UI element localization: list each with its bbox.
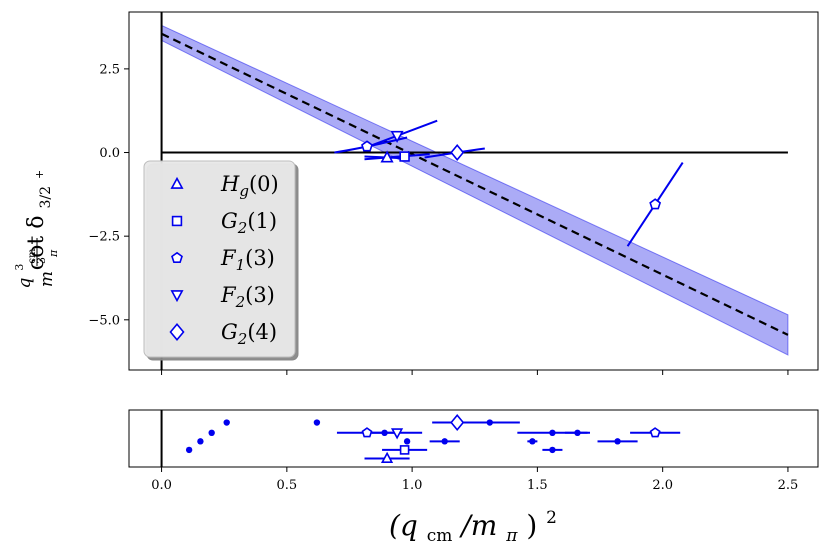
legend-marker-triangle-up bbox=[170, 176, 184, 189]
x-axis-label: (q cm /m π ) 2 bbox=[389, 508, 557, 548]
y-tick-label: 2.5 bbox=[99, 62, 120, 77]
legend-label-argument: (3) bbox=[245, 283, 275, 307]
legend-box bbox=[143, 160, 296, 358]
y-axis-ticks: 2.5 0.0 −2.5 −5.0 bbox=[88, 62, 129, 328]
legend-label-argument: (3) bbox=[245, 246, 275, 270]
y-tick-label: −2.5 bbox=[88, 230, 120, 245]
strip-dot bbox=[197, 438, 204, 445]
x-tick-label: 2.5 bbox=[778, 478, 799, 493]
legend-label-argument: (4) bbox=[247, 320, 277, 344]
legend-marker-diamond bbox=[169, 322, 185, 342]
strip-dot bbox=[549, 429, 556, 436]
data-point-triangle-down bbox=[390, 130, 404, 143]
x-tick-label: 1.5 bbox=[527, 478, 548, 493]
main-plot: 2.50.0−2.5−5.0 q 3 cm m 3 π cot δ 3/2 + … bbox=[4, 11, 819, 375]
strip-dot bbox=[381, 429, 388, 436]
strip-marker-pentagon bbox=[361, 427, 373, 438]
y-label-cot-sub-sup: + bbox=[33, 170, 46, 179]
legend: Hg(0)G2(1)F1(3)F2(3)G2(4) bbox=[143, 160, 296, 358]
data-point-triangle-up bbox=[380, 150, 394, 163]
y-label-frac-den-sub: π bbox=[47, 249, 60, 258]
strip-dot bbox=[614, 438, 621, 445]
strip-dot bbox=[313, 419, 321, 426]
legend-marker-triangle-down bbox=[170, 290, 184, 303]
strip-dot bbox=[574, 429, 581, 436]
data-curve-square bbox=[364, 153, 430, 161]
strip-dot bbox=[208, 429, 215, 436]
x-label-sub-pi: π bbox=[505, 526, 518, 546]
legend-label-argument: (0) bbox=[249, 172, 279, 196]
x-label-mid: /m bbox=[458, 509, 497, 542]
x-tick-label: 0.0 bbox=[151, 478, 172, 493]
legend-label-subscript: 2 bbox=[237, 219, 248, 237]
fit-dashed-line bbox=[161, 32, 789, 336]
data-point-square bbox=[399, 151, 410, 162]
strip-marker-triangle-down bbox=[390, 428, 404, 440]
strip-marker-triangle-up bbox=[380, 451, 394, 464]
legend-marker-square bbox=[171, 215, 183, 227]
main-x-axis-ticks bbox=[161, 370, 789, 375]
data-markers bbox=[361, 130, 662, 210]
legend-label-letter: H bbox=[220, 172, 240, 196]
strip-marker-diamond bbox=[450, 414, 465, 431]
x-label-sub-cm: cm bbox=[427, 526, 453, 546]
legend-label: G2(4) bbox=[221, 320, 277, 348]
legend-label-letter: F bbox=[220, 246, 237, 270]
svg-text:q 3 cm: q 3 cm m 3 π cot δ 3/2 + bbox=[4, 170, 63, 289]
data-point-pentagon bbox=[361, 140, 373, 152]
strip-marker-square bbox=[399, 445, 410, 455]
legend-label-subscript: g bbox=[239, 182, 249, 200]
data-point-diamond bbox=[450, 144, 465, 161]
legend-label-letter: G bbox=[221, 320, 238, 344]
strip-markers bbox=[361, 414, 661, 464]
legend-marker-pentagon bbox=[171, 251, 183, 264]
strip-dots bbox=[185, 419, 621, 454]
legend-label-subscript: 1 bbox=[236, 256, 246, 274]
x-tick-label: 2.0 bbox=[652, 478, 673, 493]
y-label-frac-num-var: q bbox=[15, 277, 35, 288]
strip-dot bbox=[441, 438, 448, 445]
y-label-frac-den-sup: 3 bbox=[35, 257, 48, 264]
legend-label: Hg(0) bbox=[220, 172, 279, 200]
strip-dot bbox=[486, 419, 493, 426]
y-axis-label: q 3 cm m 3 π cot δ 3/2 + bbox=[4, 170, 63, 289]
legend-label-argument: (1) bbox=[247, 209, 277, 233]
legend-label: G2(1) bbox=[221, 209, 277, 237]
x-tick-label: 0.5 bbox=[276, 478, 297, 493]
x-tick-label: 1.0 bbox=[402, 478, 423, 493]
strip-plot-frame bbox=[128, 409, 819, 468]
x-axis-ticks: 0.0 0.5 1.0 1.5 2.0 2.5 bbox=[151, 467, 798, 493]
strip-dot bbox=[223, 419, 230, 426]
x-label-sup: 2 bbox=[546, 508, 557, 528]
legend-label: F2(3) bbox=[220, 283, 275, 311]
y-tick-label: 0.0 bbox=[99, 146, 120, 161]
strip-dot bbox=[185, 446, 193, 454]
strip-plot: 0.0 0.5 1.0 1.5 2.0 2.5 (q cm /m π ) 2 bbox=[128, 409, 819, 548]
x-label-close: ) bbox=[526, 509, 537, 542]
legend-label-subscript: 2 bbox=[235, 293, 246, 311]
legend-label-letter: F bbox=[220, 283, 237, 307]
x-label-open: (q bbox=[389, 509, 418, 542]
strip-dot bbox=[529, 438, 536, 445]
y-tick-label: −5.0 bbox=[88, 313, 120, 328]
strip-dot bbox=[403, 438, 411, 445]
y-label-cot-sub: 3/2 bbox=[38, 186, 54, 209]
strip-dot bbox=[549, 446, 556, 454]
legend-label-letter: G bbox=[221, 209, 238, 233]
legend-label-subscript: 2 bbox=[237, 330, 248, 348]
legend-label: F1(3) bbox=[220, 246, 275, 274]
data-point-pentagon bbox=[649, 198, 662, 210]
y-label-frac-num-sup: 3 bbox=[13, 264, 26, 271]
strip-marker-pentagon bbox=[649, 427, 661, 438]
y-label-frac-den-var: m bbox=[37, 271, 57, 287]
